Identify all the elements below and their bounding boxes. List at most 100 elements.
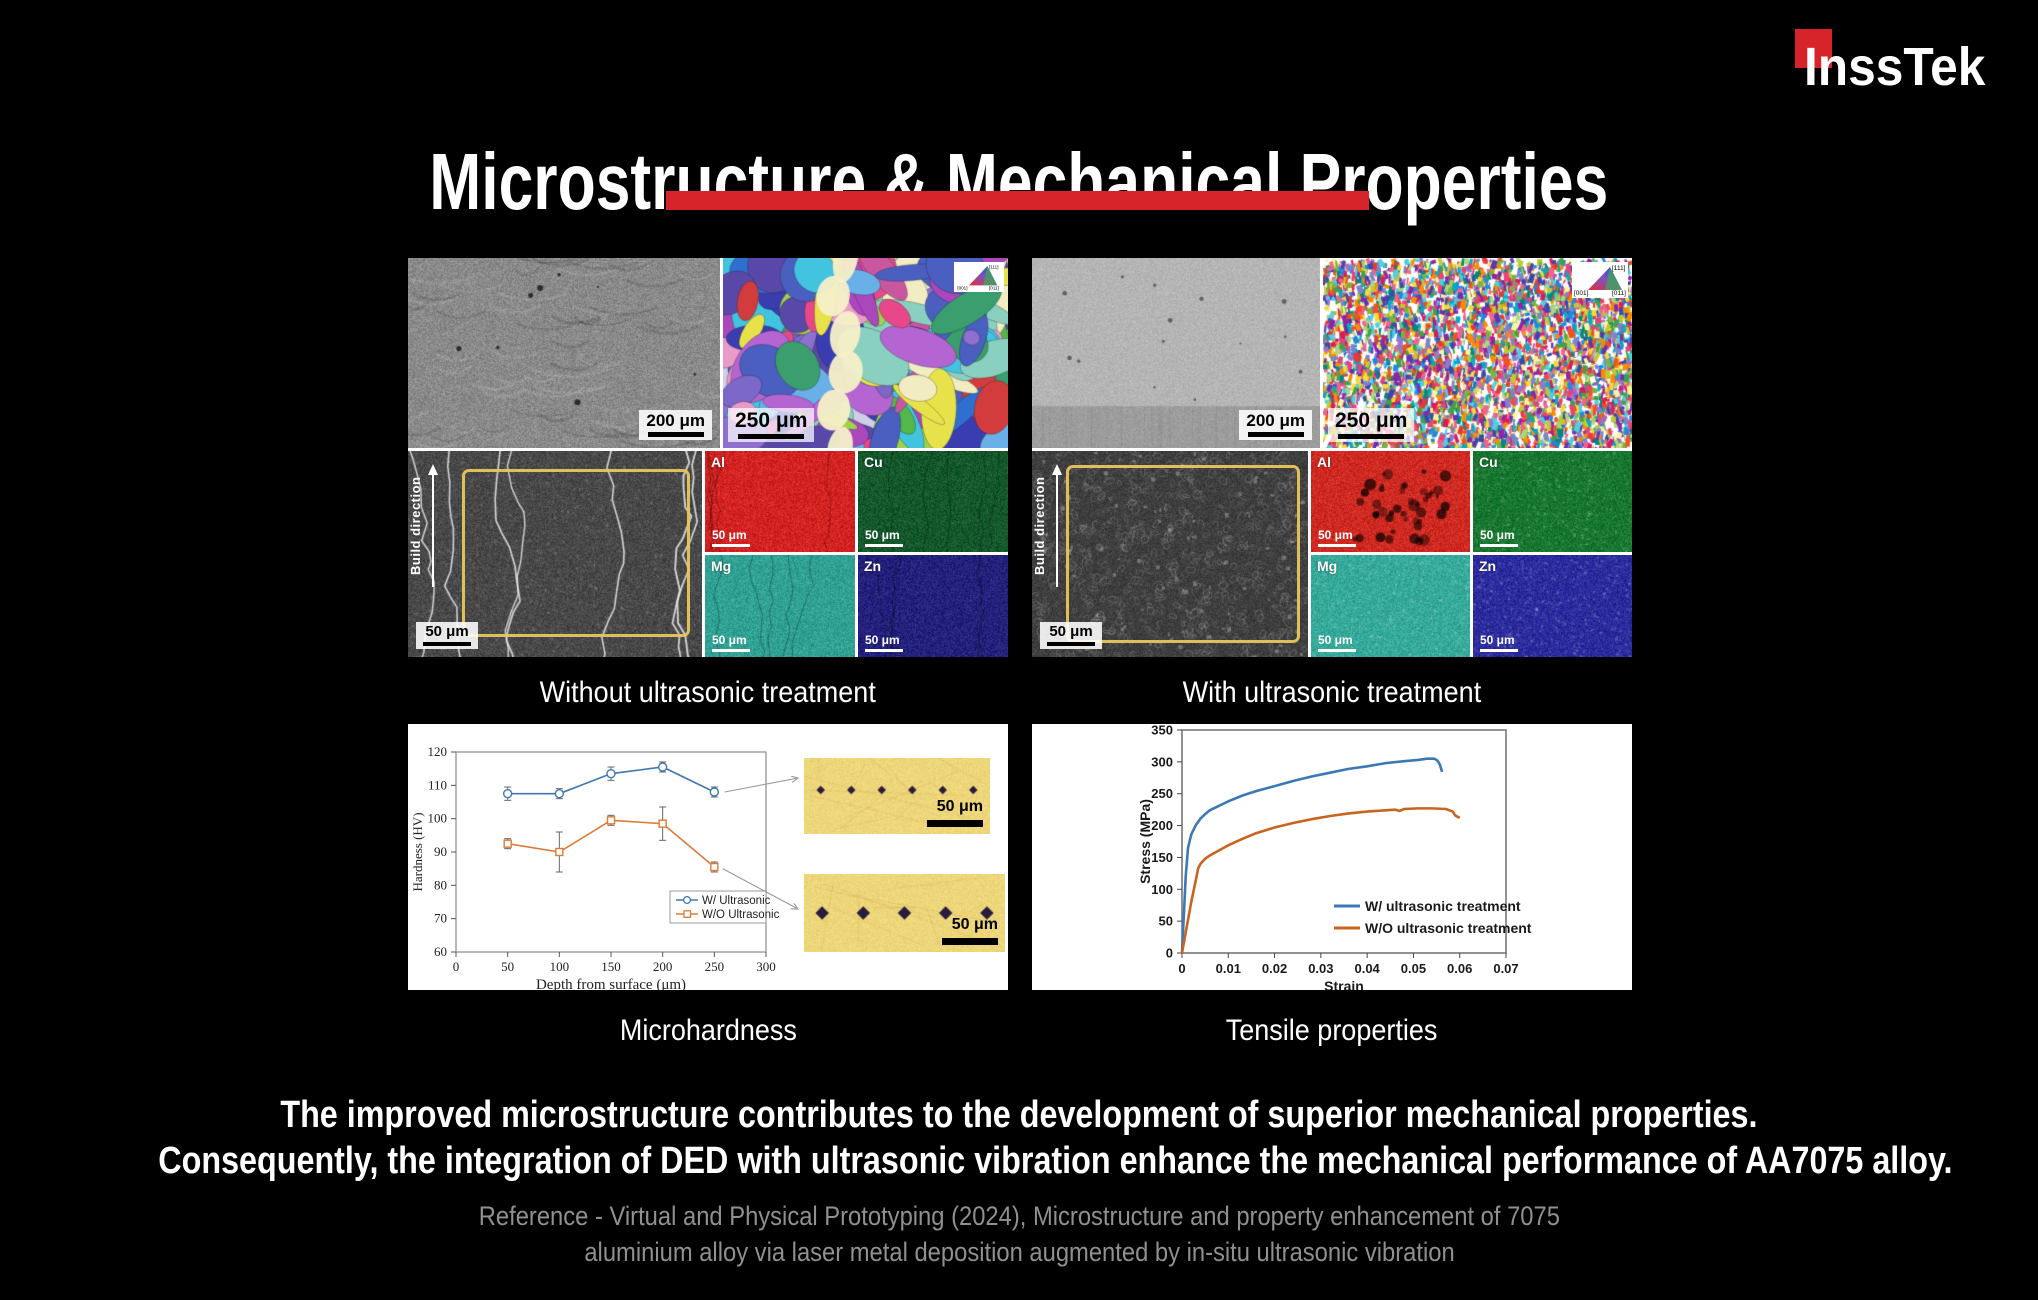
scale-bar <box>942 938 998 945</box>
scale-label: 50 μm <box>1480 633 1518 652</box>
region-of-interest-box <box>1066 465 1300 643</box>
svg-text:[011]: [011] <box>989 286 999 291</box>
micrograph-tile: 200 μm <box>408 258 720 448</box>
eds-element-label: Zn <box>1479 558 1497 574</box>
insstek-logo-red-square-icon <box>1795 29 1832 68</box>
micrograph-tile: Zn 50 μm <box>858 555 1008 657</box>
svg-text:0: 0 <box>1178 961 1185 976</box>
svg-text:Stress (MPa): Stress (MPa) <box>1137 799 1153 884</box>
scale-label: 50 μm <box>1318 633 1356 652</box>
svg-text:0.02: 0.02 <box>1262 961 1287 976</box>
ipf-color-triangle-icon: [111] [001] [011] <box>1572 262 1628 298</box>
caption-microhardness: Microhardness <box>619 1014 797 1047</box>
svg-text:200: 200 <box>653 959 673 974</box>
scale-label: 50 μm <box>1040 622 1102 649</box>
svg-text:150: 150 <box>601 959 621 974</box>
eds-element-label: Al <box>1317 454 1331 470</box>
reference-text: Reference - Virtual and Physical Prototy… <box>478 1201 1560 1267</box>
svg-text:100: 100 <box>428 811 448 826</box>
eds-element-label: Mg <box>711 558 732 574</box>
scale-label: 50 μm <box>416 622 478 649</box>
eds-element-label: Al <box>711 454 725 470</box>
svg-text:80: 80 <box>434 877 447 892</box>
micrograph-tile: Build direction 50 μm <box>408 451 702 657</box>
micrograph-tile: Cu 50 μm <box>1473 451 1632 552</box>
svg-text:W/O ultrasonic treatment: W/O ultrasonic treatment <box>1365 920 1532 936</box>
micrograph-tile: 200 μm <box>1032 258 1320 448</box>
svg-text:50: 50 <box>1159 914 1173 929</box>
micrograph-tile: Cu 50 μm <box>858 451 1008 552</box>
svg-text:[001]: [001] <box>957 286 967 291</box>
scale-label: 250 μm <box>728 407 815 442</box>
svg-text:200: 200 <box>1151 818 1173 833</box>
eds-element-label: Zn <box>864 558 882 574</box>
svg-text:300: 300 <box>756 959 776 974</box>
svg-text:300: 300 <box>1151 754 1173 769</box>
micrograph-tile: Mg 50 μm <box>705 555 855 657</box>
title-underline <box>666 191 1369 210</box>
ipf-color-triangle-icon: [111] [001] [011] <box>954 262 1004 292</box>
svg-text:W/ Ultrasonic: W/ Ultrasonic <box>702 895 771 907</box>
build-direction-arrow-icon: Build direction <box>1032 459 1074 609</box>
svg-text:0.05: 0.05 <box>1401 961 1426 976</box>
svg-text:[111]: [111] <box>989 265 999 270</box>
svg-text:50: 50 <box>501 959 514 974</box>
caption-without-ultrasonic: Without ultrasonic treatment <box>539 676 877 709</box>
svg-text:[001]: [001] <box>1574 290 1589 297</box>
svg-text:120: 120 <box>428 744 448 759</box>
svg-text:150: 150 <box>1151 850 1173 865</box>
scale-label: 50 μm <box>712 528 750 547</box>
svg-text:0.06: 0.06 <box>1447 961 1472 976</box>
micrograph-tile: Al 50 μm <box>1311 451 1470 552</box>
svg-text:Hardness (HV): Hardness (HV) <box>410 812 425 891</box>
insstek-logo: InssTek <box>0 0 2038 110</box>
svg-text:Strain: Strain <box>1324 978 1364 990</box>
tensile-chart: 0 50 100 150 200 250 300 350 0 0.01 0.02 0.03 0.04 0.… <box>1137 724 1532 990</box>
scale-label: 250 μm <box>1328 407 1415 442</box>
svg-text:Depth from surface (μm): Depth from surface (μm) <box>536 977 686 990</box>
indent-micrograph-bottom: 50 μm <box>804 874 1005 952</box>
scale-label: 200 μm <box>639 410 712 440</box>
caption-tensile-properties: Tensile properties <box>1226 1014 1438 1047</box>
svg-text:100: 100 <box>1151 882 1173 897</box>
micrograph-tile: Zn 50 μm <box>1473 555 1632 657</box>
micrograph-panel-without: 200 μm 250 μm [111] [001] [011] Build directi… <box>408 258 1008 657</box>
indent-micrograph-top: 50 μm <box>804 758 990 834</box>
svg-text:110: 110 <box>428 777 447 792</box>
scale-label: 50 μm <box>865 528 903 547</box>
insstek-logo-text: InssTek <box>1804 37 1986 97</box>
eds-element-label: Cu <box>1479 454 1498 470</box>
micrograph-tile: 250 μm [111] [001] [011] <box>1323 258 1632 448</box>
scale-label: 200 μm <box>1239 410 1312 440</box>
micrograph-panel-with: 200 μm 250 μm [111] [001] [011] Build directi… <box>1032 258 1632 657</box>
scale-label: 50 μm <box>951 916 998 933</box>
svg-text:350: 350 <box>1151 724 1173 738</box>
svg-text:0: 0 <box>1166 946 1173 961</box>
build-direction-arrow-icon: Build direction <box>408 459 450 609</box>
svg-text:60: 60 <box>434 944 447 959</box>
tensile-chart-panel: 0 50 100 150 200 250 300 350 0 0.01 0.02 0.03 0.04 0.… <box>1032 724 1632 990</box>
svg-text:250: 250 <box>1151 786 1173 801</box>
svg-text:0.01: 0.01 <box>1216 961 1241 976</box>
region-of-interest-box <box>462 469 690 637</box>
svg-text:0.03: 0.03 <box>1308 961 1333 976</box>
svg-text:W/O Ultrasonic: W/O Ultrasonic <box>702 909 780 921</box>
micrograph-tile: 250 μm [111] [001] [011] <box>723 258 1008 448</box>
scale-label: 50 μm <box>1318 528 1356 547</box>
svg-text:[111]: [111] <box>1612 265 1626 272</box>
micrograph-tile: Mg 50 μm <box>1311 555 1470 657</box>
svg-text:90: 90 <box>434 844 447 859</box>
scale-label: 50 μm <box>936 798 983 815</box>
svg-text:250: 250 <box>705 959 725 974</box>
scale-label: 50 μm <box>712 633 750 652</box>
svg-text:0.04: 0.04 <box>1354 961 1380 976</box>
microhardness-chart-panel: 60 70 80 90 100 110 120 0 50 100 150 200 250 300 Depth… <box>408 724 1008 990</box>
svg-text:[011]: [011] <box>1612 290 1626 297</box>
scale-bar <box>927 820 983 827</box>
svg-text:70: 70 <box>434 911 447 926</box>
micrograph-tile: Al 50 μm <box>705 451 855 552</box>
svg-text:W/ ultrasonic treatment: W/ ultrasonic treatment <box>1365 898 1521 914</box>
eds-element-label: Cu <box>864 454 883 470</box>
micrograph-tile: Build direction 50 μm <box>1032 451 1308 657</box>
